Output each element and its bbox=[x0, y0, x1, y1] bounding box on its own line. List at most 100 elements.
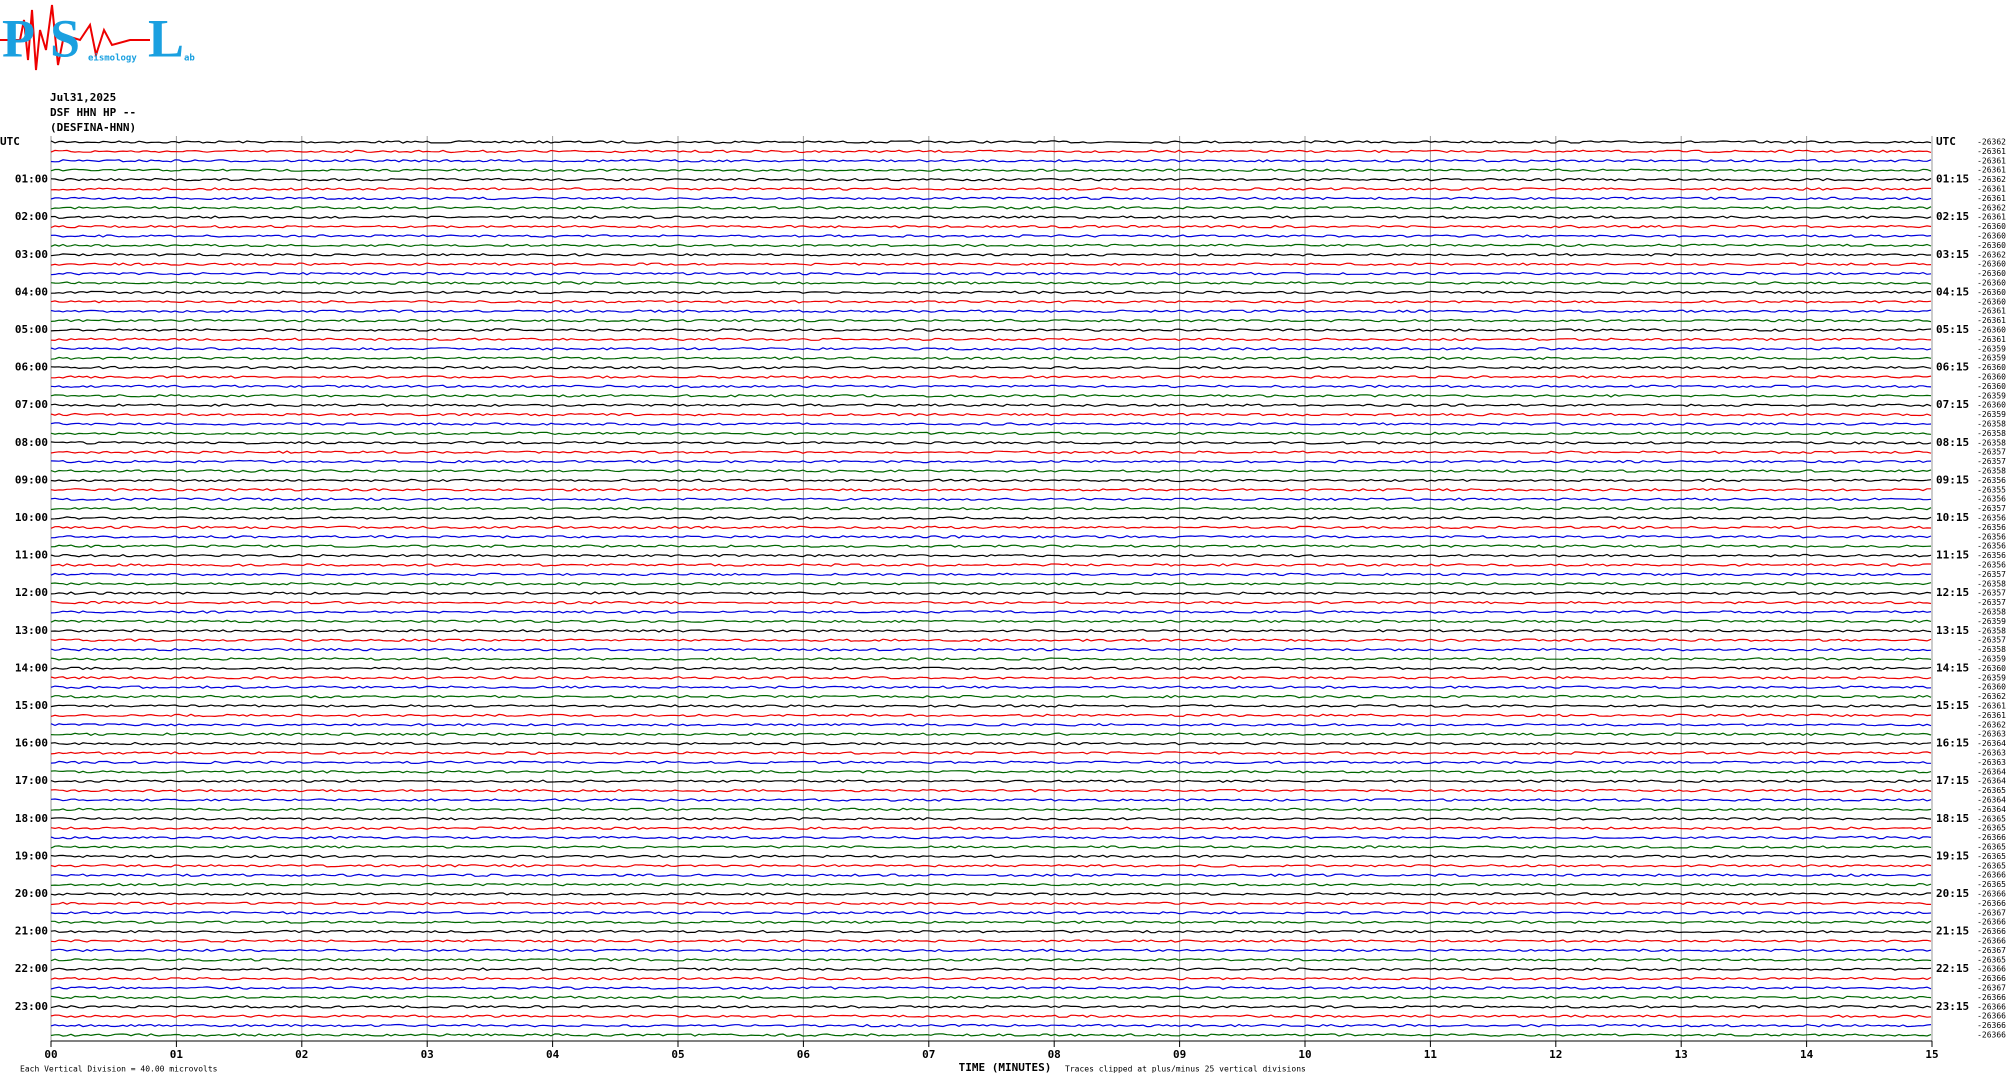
offset-label: -26360 bbox=[1977, 297, 2006, 306]
left-time-label: 23:00 bbox=[15, 1000, 48, 1013]
trace bbox=[50, 140, 1932, 144]
x-tick-label: 00 bbox=[44, 1048, 57, 1061]
offset-label: -26361 bbox=[1977, 711, 2006, 720]
logo-word: eismology bbox=[88, 53, 137, 64]
x-tick-label: 07 bbox=[922, 1048, 935, 1061]
trace bbox=[50, 450, 1932, 454]
trace bbox=[50, 459, 1932, 464]
offset-label: -26361 bbox=[1977, 194, 2006, 203]
trace bbox=[50, 854, 1932, 859]
x-title: TIME (MINUTES) bbox=[959, 1061, 1052, 1074]
offset-label: -26360 bbox=[1977, 241, 2006, 250]
trace bbox=[50, 497, 1932, 501]
trace bbox=[50, 817, 1932, 821]
trace bbox=[50, 506, 1932, 511]
offset-label: -26365 bbox=[1977, 814, 2006, 823]
right-time-label: 09:15 bbox=[1936, 473, 1969, 486]
right-time-label: 08:15 bbox=[1936, 436, 1969, 449]
offset-label: -26360 bbox=[1977, 382, 2006, 391]
offset-label: -26366 bbox=[1977, 1031, 2006, 1040]
offset-label: -26359 bbox=[1977, 391, 2006, 400]
offset-label: -26361 bbox=[1977, 335, 2006, 344]
trace bbox=[50, 976, 1932, 981]
trace bbox=[50, 553, 1932, 558]
logo-letter: P bbox=[2, 8, 35, 68]
offset-label: -26359 bbox=[1977, 354, 2006, 363]
x-tick-label: 02 bbox=[295, 1048, 308, 1061]
trace bbox=[50, 525, 1932, 530]
trace bbox=[50, 929, 1932, 934]
offset-label: -26357 bbox=[1977, 457, 2006, 466]
offset-label: -26366 bbox=[1977, 833, 2006, 842]
trace bbox=[50, 187, 1931, 191]
offset-label: -26362 bbox=[1977, 138, 2006, 147]
trace bbox=[50, 412, 1932, 417]
trace bbox=[50, 422, 1932, 426]
left-time-label: 01:00 bbox=[15, 173, 48, 186]
offset-label: -26356 bbox=[1977, 561, 2006, 570]
offset-label: -26362 bbox=[1977, 720, 2006, 729]
trace bbox=[50, 713, 1932, 718]
right-time-label: UTC bbox=[1936, 135, 1956, 148]
left-time-label: 18:00 bbox=[15, 812, 48, 825]
right-time-label: 17:15 bbox=[1936, 774, 1969, 787]
left-time-label: 13:00 bbox=[15, 624, 48, 637]
trace bbox=[50, 1023, 1932, 1028]
trace bbox=[50, 911, 1932, 915]
logo-letter: S bbox=[50, 8, 80, 68]
offset-label: -26356 bbox=[1977, 532, 2006, 541]
trace bbox=[50, 206, 1932, 210]
trace bbox=[50, 582, 1932, 586]
x-tick-label: 10 bbox=[1298, 1048, 1311, 1061]
offset-label: -26357 bbox=[1977, 448, 2006, 457]
trace bbox=[50, 892, 1931, 896]
channel: DSF HHN HP -- bbox=[50, 106, 136, 119]
right-time-label: 05:15 bbox=[1936, 323, 1969, 336]
trace bbox=[50, 300, 1932, 304]
trace bbox=[50, 882, 1932, 887]
trace bbox=[50, 760, 1931, 765]
right-time-label: 22:15 bbox=[1936, 962, 1969, 975]
offset-label: -26360 bbox=[1977, 232, 2006, 241]
right-time-label: 14:15 bbox=[1936, 661, 1969, 674]
x-tick-label: 01 bbox=[170, 1048, 184, 1061]
offset-label: -26361 bbox=[1977, 185, 2006, 194]
trace bbox=[50, 431, 1932, 436]
offset-label: -26356 bbox=[1977, 476, 2006, 485]
trace bbox=[50, 488, 1931, 492]
trace bbox=[50, 901, 1931, 906]
trace bbox=[50, 600, 1932, 605]
right-time-label: 02:15 bbox=[1936, 210, 1969, 223]
left-time-label: 10:00 bbox=[15, 511, 48, 524]
trace bbox=[50, 619, 1932, 624]
trace bbox=[50, 469, 1932, 473]
trace bbox=[51, 375, 1932, 379]
trace bbox=[50, 196, 1932, 201]
trace bbox=[50, 638, 1932, 642]
x-tick-label: 06 bbox=[797, 1048, 811, 1061]
trace bbox=[50, 177, 1932, 182]
left-time-label: UTC bbox=[0, 135, 20, 148]
trace bbox=[50, 1014, 1932, 1018]
trace bbox=[50, 309, 1932, 313]
right-time-label: 11:15 bbox=[1936, 549, 1969, 562]
trace bbox=[50, 1005, 1932, 1009]
trace bbox=[50, 751, 1932, 755]
left-time-label: 20:00 bbox=[15, 887, 48, 900]
offset-label: -26358 bbox=[1977, 645, 2006, 654]
offset-label: -26366 bbox=[1977, 937, 2006, 946]
left-time-label: 07:00 bbox=[15, 398, 48, 411]
offset-label: -26366 bbox=[1977, 899, 2006, 908]
offset-label: -26357 bbox=[1977, 598, 2006, 607]
date: Jul31,2025 bbox=[50, 91, 116, 104]
offset-label: -26365 bbox=[1977, 824, 2006, 833]
offset-label: -26366 bbox=[1977, 1002, 2006, 1011]
trace bbox=[50, 253, 1932, 257]
trace bbox=[50, 835, 1932, 840]
offset-label: -26366 bbox=[1977, 1012, 2006, 1021]
footer-division: Each Vertical Division = 40.00 microvolt… bbox=[20, 1065, 218, 1074]
trace bbox=[50, 1033, 1932, 1037]
trace bbox=[50, 356, 1932, 360]
trace bbox=[50, 318, 1932, 323]
